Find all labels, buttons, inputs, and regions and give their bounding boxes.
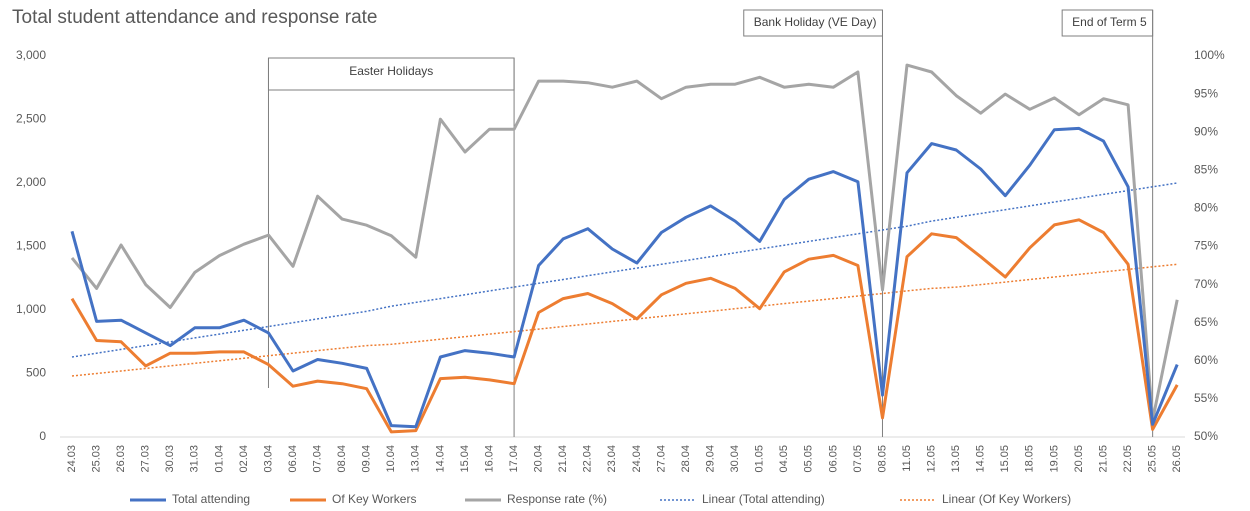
y2-tick-label: 60% [1194, 353, 1218, 367]
y-tick-label: 0 [39, 429, 46, 443]
annotation: Bank Holiday (VE Day) [754, 15, 877, 29]
legend-label: Linear (Total attending) [702, 492, 825, 506]
legend-label: Total attending [172, 492, 250, 506]
x-tick-label: 01.04 [213, 445, 225, 473]
x-tick-label: 31.03 [189, 445, 201, 473]
x-tick-label: 18.05 [1024, 445, 1036, 473]
y2-tick-label: 100% [1194, 48, 1225, 62]
y-tick-label: 500 [26, 366, 46, 380]
x-tick-label: 10.04 [385, 445, 397, 473]
x-tick-label: 26.03 [115, 445, 127, 473]
y2-tick-label: 90% [1194, 124, 1218, 138]
x-tick-label: 06.04 [287, 445, 299, 473]
legend-label: Response rate (%) [507, 492, 607, 506]
x-tick-label: 11.05 [901, 445, 913, 472]
x-tick-label: 01.05 [754, 445, 766, 473]
annotation: End of Term 5 [1072, 15, 1147, 29]
y-tick-label: 2,500 [16, 112, 46, 126]
x-tick-label: 22.04 [582, 445, 594, 473]
annotation-box [743, 9, 883, 37]
y2-tick-label: 50% [1194, 429, 1218, 443]
x-tick-label: 14.05 [975, 445, 987, 473]
x-tick-label: 23.04 [606, 445, 618, 473]
x-tick-label: 17.04 [508, 445, 520, 473]
x-tick-label: 07.05 [852, 445, 864, 473]
x-tick-label: 30.04 [729, 445, 741, 473]
y2-tick-label: 65% [1194, 315, 1218, 329]
x-tick-label: 16.04 [483, 445, 495, 473]
x-tick-label: 09.04 [361, 445, 373, 473]
x-tick-label: 03.04 [262, 445, 274, 473]
legend-label: Of Key Workers [332, 492, 416, 506]
x-tick-label: 14.04 [434, 445, 446, 473]
x-tick-label: 02.04 [238, 445, 250, 473]
x-tick-label: 06.05 [827, 445, 839, 473]
x-tick-label: 12.05 [926, 445, 938, 473]
x-tick-label: 07.04 [312, 445, 324, 473]
x-tick-label: 15.05 [999, 445, 1011, 473]
series-line [70, 218, 1179, 434]
chart-title: Total student attendance and response ra… [12, 7, 377, 28]
x-tick-label: 24.03 [66, 445, 78, 473]
y2-tick-label: 95% [1194, 86, 1218, 100]
x-tick-label: 21.04 [557, 445, 569, 473]
x-tick-label: 20.05 [1073, 445, 1085, 473]
x-tick-label: 13.05 [950, 445, 962, 473]
y2-tick-label: 55% [1194, 391, 1218, 405]
x-tick-label: 21.05 [1097, 445, 1109, 473]
y-tick-label: 1,000 [16, 302, 46, 316]
y-tick-label: 2,000 [16, 175, 46, 189]
x-tick-label: 24.04 [631, 445, 643, 473]
trend-line [71, 263, 1178, 377]
x-tick-label: 19.05 [1048, 445, 1060, 473]
legend-label: Linear (Of Key Workers) [942, 492, 1071, 506]
x-tick-label: 15.04 [459, 445, 471, 473]
y2-tick-label: 70% [1194, 277, 1218, 291]
x-tick-label: 30.03 [164, 445, 176, 473]
x-tick-label: 05.05 [803, 445, 815, 473]
y2-tick-label: 80% [1194, 201, 1218, 215]
x-tick-label: 29.04 [704, 445, 716, 473]
x-tick-label: 22.05 [1122, 445, 1134, 473]
trend-line [71, 182, 1178, 358]
annotation-box [1061, 9, 1154, 37]
y2-tick-label: 85% [1194, 162, 1218, 176]
y2-tick-label: 75% [1194, 239, 1218, 253]
series-line [70, 63, 1179, 422]
x-tick-label: 13.04 [410, 445, 422, 473]
x-tick-label: 04.05 [778, 445, 790, 473]
annotation: Easter Holidays [349, 64, 433, 78]
x-tick-label: 28.04 [680, 445, 692, 473]
x-tick-label: 27.03 [140, 445, 152, 473]
x-tick-label: 25.03 [90, 445, 102, 473]
x-tick-label: 20.04 [533, 445, 545, 473]
y-tick-label: 3,000 [16, 48, 46, 62]
x-tick-label: 25.05 [1147, 445, 1159, 473]
x-tick-label: 08.05 [876, 445, 888, 473]
series-line [70, 126, 1179, 429]
x-tick-label: 27.04 [655, 445, 667, 473]
x-tick-label: 08.04 [336, 445, 348, 473]
y-tick-label: 1,500 [16, 239, 46, 253]
x-tick-label: 26.05 [1171, 445, 1183, 473]
